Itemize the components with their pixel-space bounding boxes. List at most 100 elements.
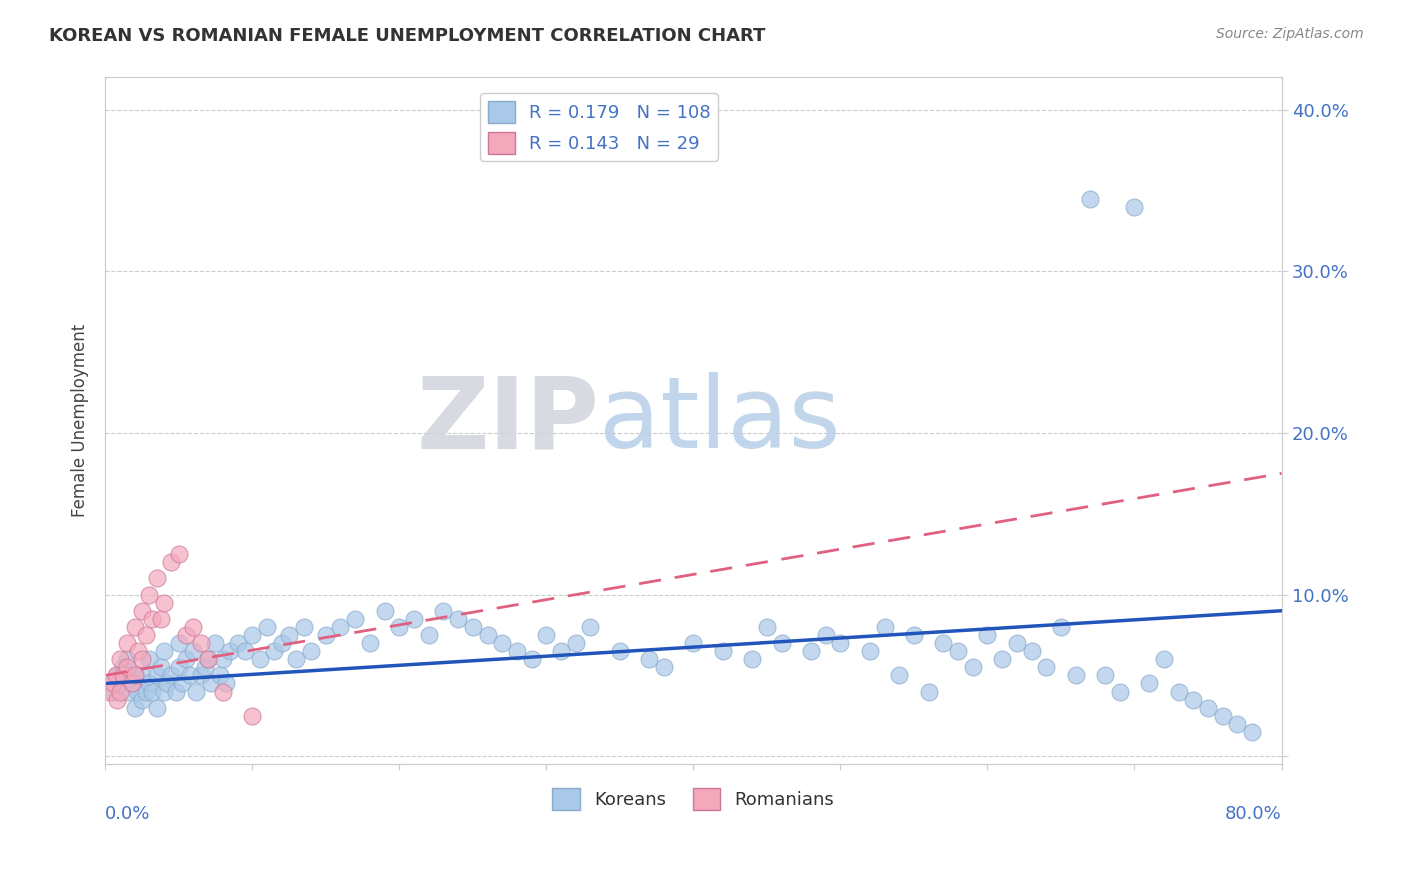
Point [211, 652, 233, 666]
Point [121, 676, 143, 690]
Point [131, 604, 153, 618]
Point [160, 668, 183, 682]
Point [402, 612, 425, 626]
Point [183, 644, 205, 658]
Point [108, 676, 131, 690]
Point [108, 652, 131, 666]
Text: atlas: atlas [599, 372, 841, 469]
Point [141, 684, 163, 698]
Point [204, 636, 226, 650]
Point [1182, 692, 1205, 706]
Point [976, 628, 998, 642]
Point [564, 636, 586, 650]
Point [859, 644, 882, 658]
Point [160, 555, 183, 569]
Point [579, 620, 602, 634]
Point [208, 668, 231, 682]
Point [609, 644, 631, 658]
Point [156, 676, 179, 690]
Point [131, 668, 153, 682]
Point [256, 620, 278, 634]
Point [1153, 652, 1175, 666]
Point [1005, 636, 1028, 650]
Point [447, 612, 470, 626]
Point [150, 660, 173, 674]
Point [830, 636, 852, 650]
Point [131, 692, 153, 706]
Point [962, 660, 984, 674]
Point [1080, 192, 1102, 206]
Point [138, 676, 160, 690]
Point [174, 628, 197, 642]
Point [1108, 684, 1130, 698]
Point [477, 628, 499, 642]
Point [814, 628, 837, 642]
Text: 0.0%: 0.0% [105, 805, 150, 823]
Point [741, 652, 763, 666]
Point [1241, 725, 1264, 739]
Point [174, 652, 197, 666]
Point [917, 684, 939, 698]
Point [186, 684, 208, 698]
Point [111, 660, 134, 674]
Point [1021, 644, 1043, 658]
Point [105, 692, 128, 706]
Point [153, 596, 176, 610]
Point [153, 644, 176, 658]
Point [190, 668, 212, 682]
Point [190, 636, 212, 650]
Point [138, 652, 160, 666]
Point [1123, 200, 1146, 214]
Point [344, 612, 367, 626]
Point [536, 628, 558, 642]
Text: Source: ZipAtlas.com: Source: ZipAtlas.com [1216, 27, 1364, 41]
Point [520, 652, 543, 666]
Point [117, 652, 139, 666]
Point [197, 652, 219, 666]
Point [233, 644, 256, 658]
Text: KOREAN VS ROMANIAN FEMALE UNEMPLOYMENT CORRELATION CHART: KOREAN VS ROMANIAN FEMALE UNEMPLOYMENT C… [49, 27, 766, 45]
Point [461, 620, 484, 634]
Point [359, 636, 381, 650]
Point [215, 676, 238, 690]
Point [1094, 668, 1116, 682]
Text: 80.0%: 80.0% [1225, 805, 1281, 823]
Point [1167, 684, 1189, 698]
Point [388, 620, 411, 634]
Point [124, 620, 146, 634]
Text: ZIP: ZIP [416, 372, 599, 469]
Point [770, 636, 793, 650]
Point [138, 588, 160, 602]
Point [226, 636, 249, 650]
Point [889, 668, 911, 682]
Point [117, 660, 139, 674]
Point [270, 636, 292, 650]
Point [111, 668, 134, 682]
Point [145, 700, 167, 714]
Point [153, 684, 176, 698]
Point [183, 620, 205, 634]
Point [249, 652, 271, 666]
Point [194, 660, 217, 674]
Point [263, 644, 285, 658]
Point [374, 604, 396, 618]
Point [903, 628, 925, 642]
Point [240, 628, 263, 642]
Y-axis label: Female Unemployment: Female Unemployment [72, 324, 89, 517]
Point [1050, 620, 1073, 634]
Point [170, 676, 193, 690]
Point [278, 628, 301, 642]
Point [131, 652, 153, 666]
Point [150, 612, 173, 626]
Point [1064, 668, 1087, 682]
Point [101, 676, 124, 690]
Point [135, 628, 157, 642]
Point [167, 660, 190, 674]
Point [932, 636, 955, 650]
Point [141, 612, 163, 626]
Point [127, 684, 149, 698]
Point [873, 620, 896, 634]
Point [104, 668, 127, 682]
Point [145, 571, 167, 585]
Point [329, 620, 352, 634]
